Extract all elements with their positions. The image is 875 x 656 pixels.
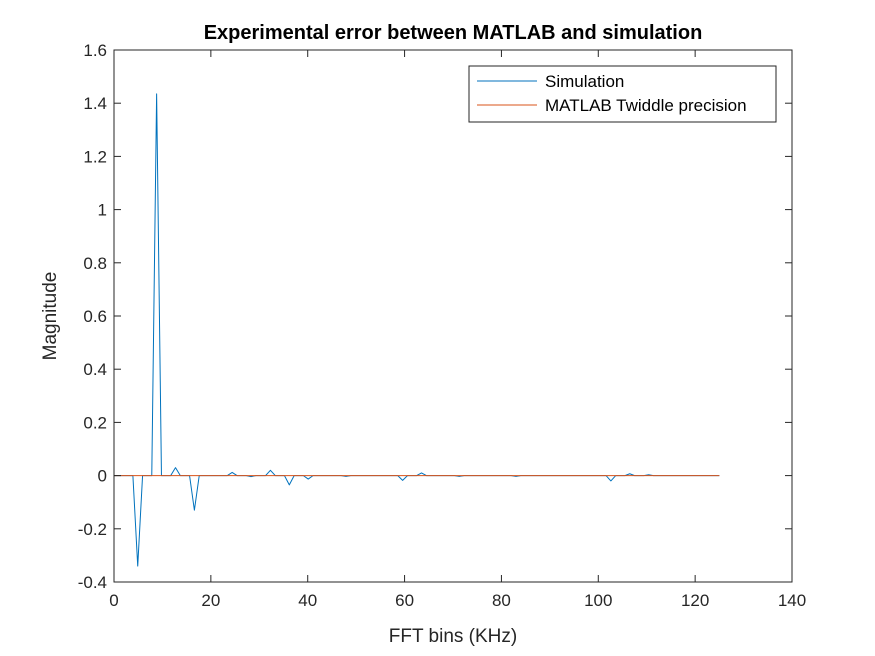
x-tick-label: 80 [492, 591, 511, 610]
x-tick-label: 120 [681, 591, 709, 610]
x-tick-label: 20 [201, 591, 220, 610]
y-axis-label: Magnitude [40, 272, 61, 361]
x-axis-ticks: 0 20 40 60 80 100 120 140 [109, 50, 806, 610]
y-tick-label: 1 [98, 201, 107, 220]
x-axis-label: FFT bins (KHz) [389, 626, 517, 647]
y-tick-label: -0.2 [78, 520, 107, 539]
y-tick-label: 0.4 [83, 360, 107, 379]
x-tick-label: 0 [109, 591, 118, 610]
y-tick-label: 0 [98, 467, 107, 486]
chart-title: Experimental error between MATLAB and si… [204, 22, 703, 44]
y-tick-label: 0.8 [83, 254, 107, 273]
y-tick-label: 1.4 [83, 94, 107, 113]
x-tick-label: 100 [584, 591, 612, 610]
y-tick-label: 0.6 [83, 307, 107, 326]
series-line-simulation [114, 93, 720, 567]
y-tick-label: -0.4 [78, 573, 107, 592]
legend: Simulation MATLAB Twiddle precision [468, 65, 777, 123]
x-tick-label: 40 [298, 591, 317, 610]
legend-box [468, 65, 777, 123]
legend-entry-simulation: Simulation [545, 72, 624, 91]
x-tick-label: 140 [778, 591, 806, 610]
y-tick-label: 1.2 [83, 147, 107, 166]
y-tick-label: 0.2 [83, 413, 107, 432]
x-tick-label: 60 [395, 591, 414, 610]
series-layer [114, 93, 720, 567]
y-tick-label: 1.6 [83, 41, 107, 60]
legend-entry-matlab-twiddle-precision: MATLAB Twiddle precision [545, 96, 747, 115]
y-axis-ticks: -0.4 -0.2 0 0.2 0.4 0.6 0.8 1 1.2 1.4 1.6 [78, 41, 792, 592]
plot-area [114, 50, 792, 582]
